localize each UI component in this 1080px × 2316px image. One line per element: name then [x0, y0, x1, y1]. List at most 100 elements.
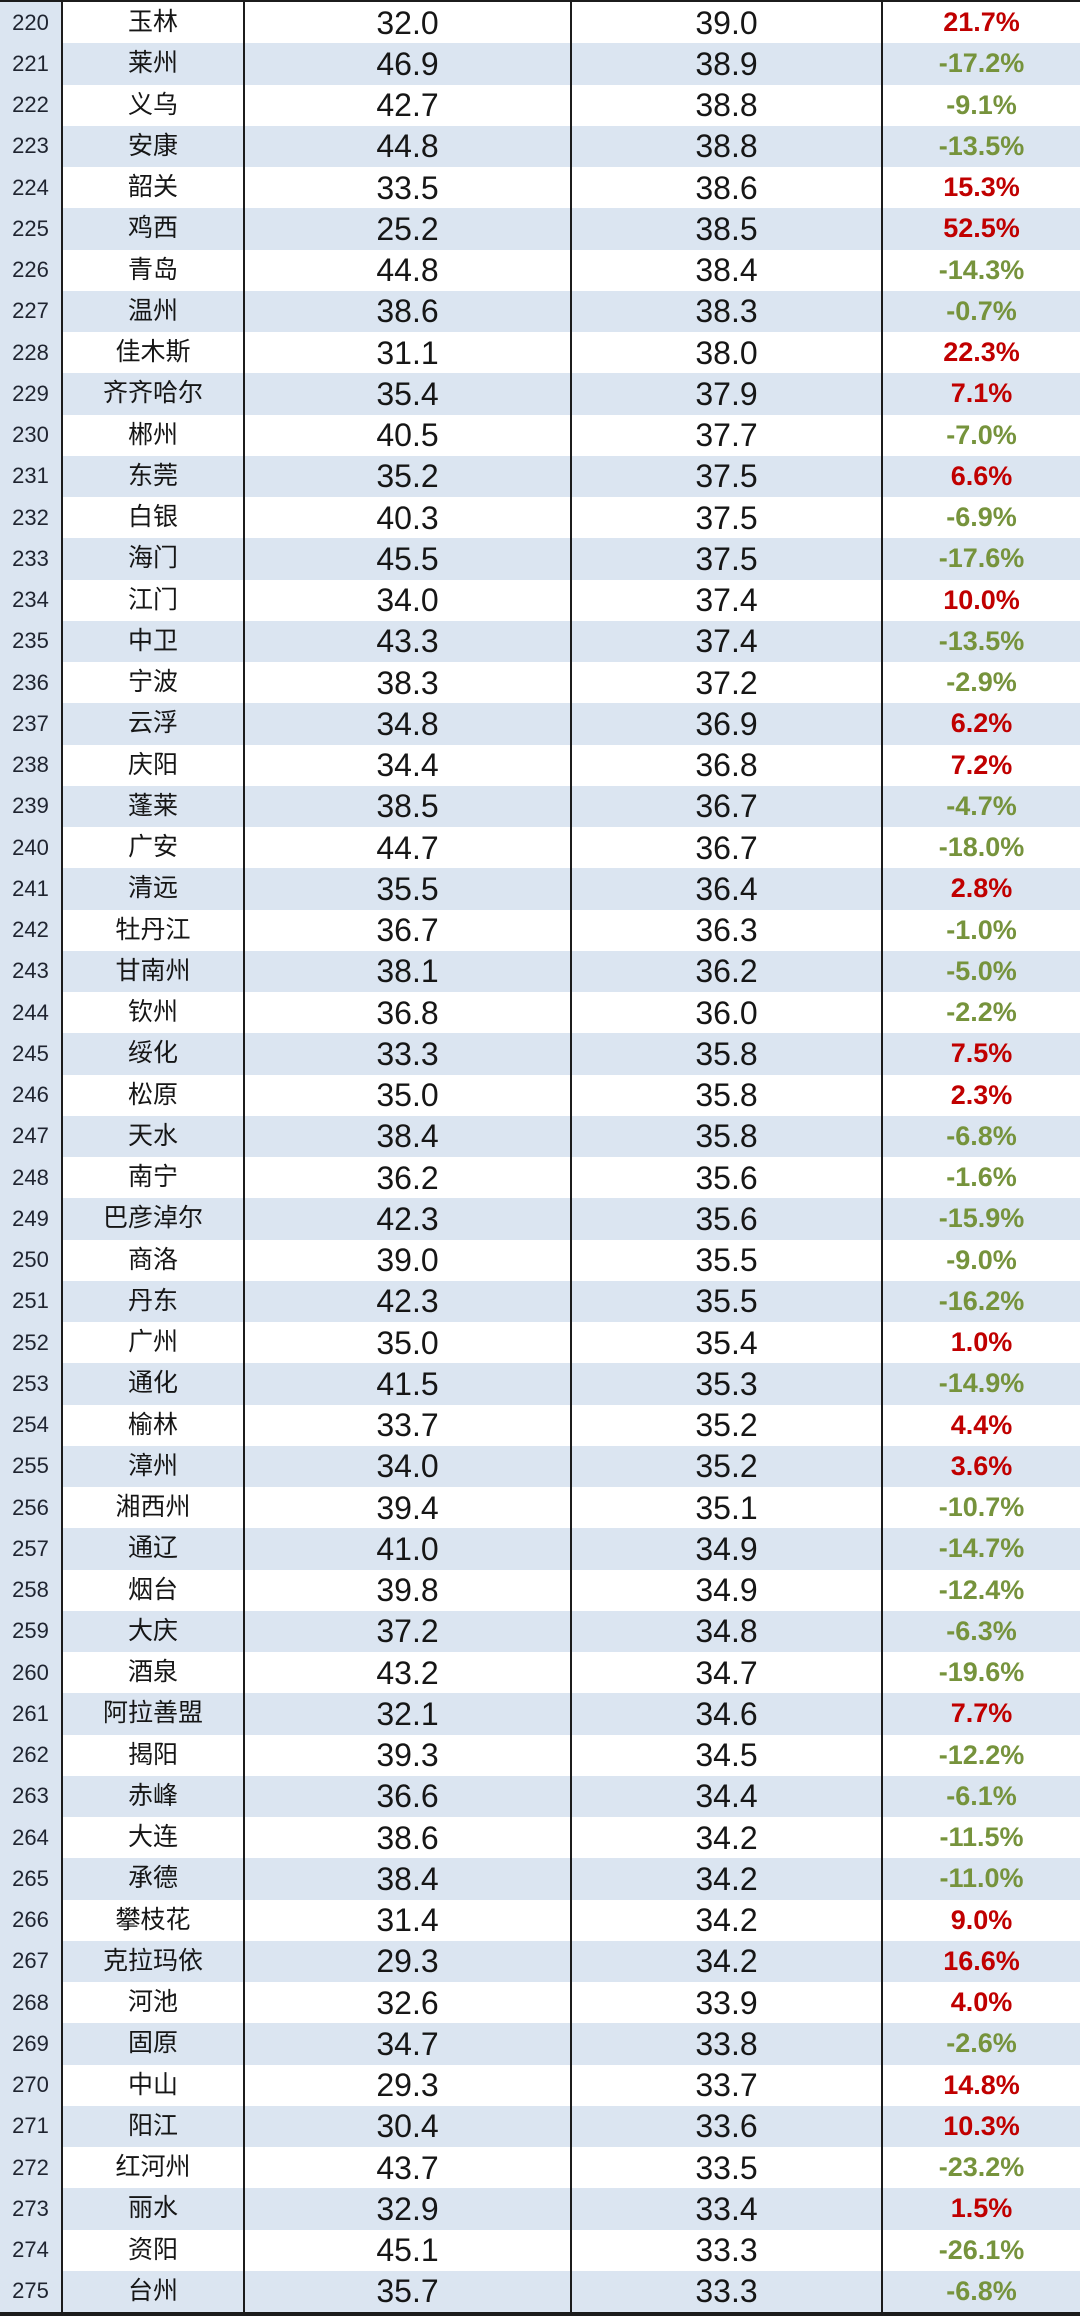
table-row: 260 酒泉 43.2 34.7 -19.6%	[0, 1652, 1080, 1694]
city-cell: 白银	[63, 497, 245, 539]
change-cell: 6.6%	[883, 455, 1080, 497]
city-cell: 克拉玛依	[63, 1940, 245, 1982]
city-cell: 鸡西	[63, 208, 245, 250]
change-cell: 10.0%	[883, 579, 1080, 621]
city-cell: 蓬莱	[63, 785, 245, 827]
city-cell: 承德	[63, 1858, 245, 1900]
value2-cell: 35.8	[572, 1074, 883, 1116]
change-cell: 1.0%	[883, 1322, 1080, 1364]
value2-cell: 37.9	[572, 373, 883, 415]
table-row: 224 韶关 33.5 38.6 15.3%	[0, 167, 1080, 209]
table-row: 252 广州 35.0 35.4 1.0%	[0, 1322, 1080, 1364]
value2-cell: 37.5	[572, 455, 883, 497]
value1-cell: 38.6	[245, 1817, 572, 1859]
table-row: 226 青岛 44.8 38.4 -14.3%	[0, 249, 1080, 291]
value2-cell: 35.5	[572, 1239, 883, 1281]
city-cell: 丹东	[63, 1280, 245, 1322]
value1-cell: 33.7	[245, 1404, 572, 1446]
rank-cell: 223	[0, 125, 63, 167]
rank-cell: 256	[0, 1487, 63, 1529]
city-cell: 湘西州	[63, 1487, 245, 1529]
value2-cell: 39.0	[572, 2, 883, 44]
change-cell: -10.7%	[883, 1487, 1080, 1529]
table-row: 268 河池 32.6 33.9 4.0%	[0, 1982, 1080, 2024]
table-row: 257 通辽 41.0 34.9 -14.7%	[0, 1528, 1080, 1570]
value2-cell: 38.4	[572, 249, 883, 291]
value1-cell: 43.7	[245, 2147, 572, 2189]
city-cell: 漳州	[63, 1445, 245, 1487]
value2-cell: 36.2	[572, 950, 883, 992]
city-cell: 酒泉	[63, 1652, 245, 1694]
rank-cell: 247	[0, 1115, 63, 1157]
value2-cell: 37.2	[572, 662, 883, 704]
table-row: 231 东莞 35.2 37.5 6.6%	[0, 455, 1080, 497]
rank-cell: 230	[0, 414, 63, 456]
rank-cell: 266	[0, 1899, 63, 1941]
city-cell: 玉林	[63, 2, 245, 44]
table-row: 271 阳江 30.4 33.6 10.3%	[0, 2105, 1080, 2147]
change-cell: -11.0%	[883, 1858, 1080, 1900]
rank-cell: 258	[0, 1569, 63, 1611]
change-cell: -4.7%	[883, 785, 1080, 827]
value2-cell: 36.7	[572, 827, 883, 869]
table-row: 233 海门 45.5 37.5 -17.6%	[0, 538, 1080, 580]
change-cell: -2.2%	[883, 992, 1080, 1034]
table-row: 225 鸡西 25.2 38.5 52.5%	[0, 208, 1080, 250]
city-cell: 齐齐哈尔	[63, 373, 245, 415]
rank-cell: 226	[0, 249, 63, 291]
city-cell: 烟台	[63, 1569, 245, 1611]
value1-cell: 35.5	[245, 868, 572, 910]
change-cell: 7.5%	[883, 1033, 1080, 1075]
value2-cell: 35.6	[572, 1198, 883, 1240]
value2-cell: 38.5	[572, 208, 883, 250]
table-row: 223 安康 44.8 38.8 -13.5%	[0, 125, 1080, 167]
value1-cell: 33.5	[245, 167, 572, 209]
change-cell: 9.0%	[883, 1899, 1080, 1941]
rank-cell: 239	[0, 785, 63, 827]
table-row: 238 庆阳 34.4 36.8 7.2%	[0, 744, 1080, 786]
table-row: 239 蓬莱 38.5 36.7 -4.7%	[0, 785, 1080, 827]
change-cell: 21.7%	[883, 2, 1080, 44]
table-row: 249 巴彦淖尔 42.3 35.6 -15.9%	[0, 1198, 1080, 1240]
value2-cell: 35.8	[572, 1115, 883, 1157]
rank-cell: 244	[0, 992, 63, 1034]
value1-cell: 31.4	[245, 1899, 572, 1941]
value1-cell: 41.5	[245, 1363, 572, 1405]
change-cell: -6.1%	[883, 1775, 1080, 1817]
table-row: 275 台州 35.7 33.3 -6.8%	[0, 2270, 1080, 2312]
value1-cell: 38.5	[245, 785, 572, 827]
change-cell: -11.5%	[883, 1817, 1080, 1859]
table-row: 236 宁波 38.3 37.2 -2.9%	[0, 662, 1080, 704]
rank-cell: 267	[0, 1940, 63, 1982]
value2-cell: 33.5	[572, 2147, 883, 2189]
value2-cell: 37.5	[572, 538, 883, 580]
value2-cell: 34.5	[572, 1734, 883, 1776]
value2-cell: 35.3	[572, 1363, 883, 1405]
value1-cell: 46.9	[245, 43, 572, 85]
rank-cell: 275	[0, 2270, 63, 2312]
change-cell: -18.0%	[883, 827, 1080, 869]
change-cell: -16.2%	[883, 1280, 1080, 1322]
city-cell: 甘南州	[63, 950, 245, 992]
change-cell: -7.0%	[883, 414, 1080, 456]
rank-cell: 242	[0, 909, 63, 951]
change-cell: -6.8%	[883, 1115, 1080, 1157]
change-cell: -9.1%	[883, 84, 1080, 126]
table-row: 246 松原 35.0 35.8 2.3%	[0, 1074, 1080, 1116]
value1-cell: 38.3	[245, 662, 572, 704]
rank-cell: 271	[0, 2105, 63, 2147]
change-cell: 15.3%	[883, 167, 1080, 209]
city-cell: 广州	[63, 1322, 245, 1364]
change-cell: 22.3%	[883, 332, 1080, 374]
city-cell: 天水	[63, 1115, 245, 1157]
change-cell: -17.2%	[883, 43, 1080, 85]
city-cell: 河池	[63, 1982, 245, 2024]
value2-cell: 38.6	[572, 167, 883, 209]
value1-cell: 39.8	[245, 1569, 572, 1611]
value1-cell: 40.3	[245, 497, 572, 539]
value1-cell: 36.6	[245, 1775, 572, 1817]
change-cell: -13.5%	[883, 125, 1080, 167]
city-cell: 青岛	[63, 249, 245, 291]
value2-cell: 35.4	[572, 1322, 883, 1364]
rank-cell: 263	[0, 1775, 63, 1817]
